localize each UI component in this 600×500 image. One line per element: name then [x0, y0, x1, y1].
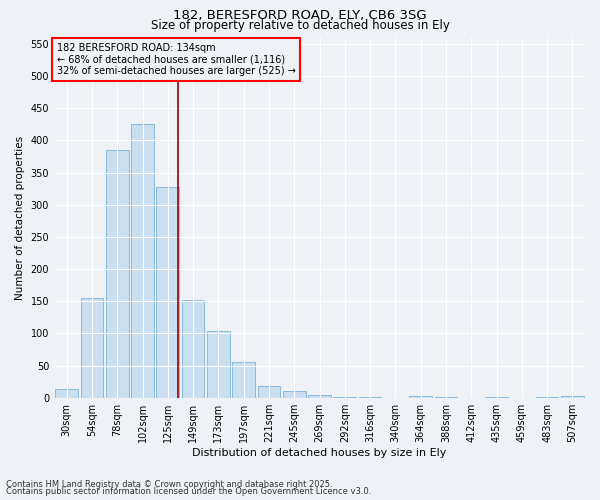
Bar [536, 397, 559, 398]
Text: 182 BERESFORD ROAD: 134sqm
← 68% of detached houses are smaller (1,116)
32% of s: 182 BERESFORD ROAD: 134sqm ← 68% of deta… [56, 43, 296, 76]
Bar [334, 397, 356, 398]
Bar [182, 300, 205, 398]
Bar [257, 386, 280, 398]
Bar [485, 397, 508, 398]
Bar [232, 362, 255, 398]
Bar [434, 397, 457, 398]
X-axis label: Distribution of detached houses by size in Ely: Distribution of detached houses by size … [193, 448, 447, 458]
Text: Contains public sector information licensed under the Open Government Licence v3: Contains public sector information licen… [6, 487, 371, 496]
Y-axis label: Number of detached properties: Number of detached properties [15, 136, 25, 300]
Text: 182, BERESFORD ROAD, ELY, CB6 3SG: 182, BERESFORD ROAD, ELY, CB6 3SG [173, 9, 427, 22]
Bar [308, 395, 331, 398]
Text: Size of property relative to detached houses in Ely: Size of property relative to detached ho… [151, 19, 449, 32]
Bar [359, 397, 382, 398]
Bar [283, 392, 305, 398]
Bar [561, 396, 584, 398]
Bar [131, 124, 154, 398]
Bar [157, 186, 179, 398]
Bar [207, 332, 230, 398]
Bar [409, 396, 432, 398]
Bar [106, 150, 128, 398]
Bar [80, 298, 103, 398]
Bar [55, 390, 78, 398]
Text: Contains HM Land Registry data © Crown copyright and database right 2025.: Contains HM Land Registry data © Crown c… [6, 480, 332, 489]
